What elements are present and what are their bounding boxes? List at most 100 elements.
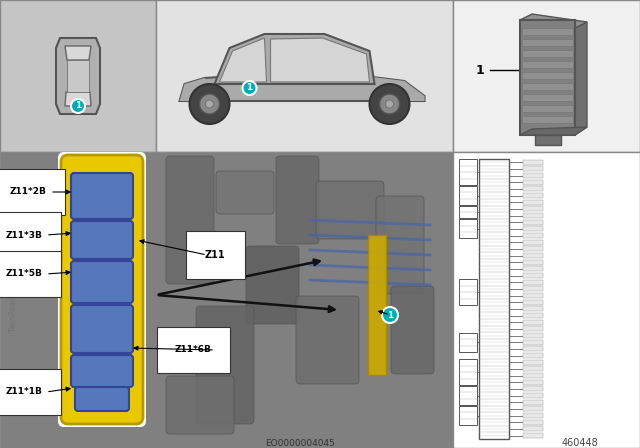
Bar — [523, 167, 543, 172]
Bar — [523, 300, 543, 305]
Text: Z11*3B: Z11*3B — [6, 231, 43, 240]
Bar — [459, 159, 477, 185]
Circle shape — [71, 99, 85, 113]
Bar — [459, 220, 477, 238]
Bar — [523, 267, 543, 271]
Bar — [523, 360, 543, 365]
Polygon shape — [575, 22, 587, 135]
Bar — [520, 20, 575, 135]
Bar — [523, 213, 543, 218]
Bar — [523, 200, 543, 205]
Bar — [523, 406, 543, 412]
Bar — [523, 380, 543, 385]
Bar — [523, 346, 543, 352]
Bar — [459, 406, 477, 425]
Bar — [523, 420, 543, 425]
Bar — [0, 0, 156, 152]
Bar — [523, 393, 543, 398]
Circle shape — [369, 84, 410, 124]
Bar — [523, 320, 543, 325]
Bar — [523, 260, 543, 265]
Polygon shape — [520, 127, 587, 135]
FancyBboxPatch shape — [376, 196, 424, 294]
Bar — [523, 207, 543, 211]
FancyBboxPatch shape — [58, 152, 146, 427]
Bar — [523, 387, 543, 392]
FancyBboxPatch shape — [71, 305, 133, 353]
Bar — [523, 313, 543, 318]
Bar — [522, 28, 573, 35]
FancyBboxPatch shape — [71, 173, 133, 219]
Bar — [523, 180, 543, 185]
Circle shape — [380, 94, 399, 114]
Text: EO0000004045: EO0000004045 — [265, 439, 335, 448]
Bar — [523, 340, 543, 345]
FancyBboxPatch shape — [316, 181, 384, 239]
Bar — [523, 353, 543, 358]
Polygon shape — [365, 76, 424, 101]
FancyBboxPatch shape — [166, 156, 214, 284]
FancyBboxPatch shape — [276, 156, 319, 244]
Text: TwinPower Turbo: TwinPower Turbo — [10, 268, 19, 332]
Bar — [523, 366, 543, 371]
Bar — [523, 287, 543, 292]
Bar — [523, 333, 543, 338]
Circle shape — [205, 100, 214, 108]
Bar — [459, 206, 477, 219]
FancyBboxPatch shape — [61, 155, 143, 424]
Bar — [523, 233, 543, 238]
Bar — [523, 220, 543, 225]
Bar — [523, 227, 543, 232]
Bar — [453, 152, 640, 448]
Bar — [523, 186, 543, 191]
Bar — [368, 235, 386, 375]
Circle shape — [189, 84, 230, 124]
Polygon shape — [67, 60, 89, 92]
Bar — [535, 135, 561, 145]
Bar — [523, 173, 543, 178]
Bar — [523, 253, 543, 258]
FancyBboxPatch shape — [71, 355, 133, 387]
Text: Z11*5B: Z11*5B — [6, 270, 43, 279]
Polygon shape — [56, 38, 100, 114]
Bar — [523, 400, 543, 405]
Text: 1: 1 — [387, 310, 393, 319]
Circle shape — [385, 100, 394, 108]
FancyBboxPatch shape — [71, 221, 133, 259]
Circle shape — [382, 307, 398, 323]
Bar — [453, 0, 640, 152]
Polygon shape — [179, 76, 424, 101]
Bar — [523, 240, 543, 245]
Bar — [523, 193, 543, 198]
FancyBboxPatch shape — [296, 296, 359, 384]
Bar — [523, 413, 543, 418]
Bar — [459, 280, 477, 305]
Text: 1: 1 — [75, 102, 81, 111]
Bar — [522, 105, 573, 112]
Bar — [522, 72, 573, 79]
Bar — [0, 152, 453, 448]
Polygon shape — [65, 92, 91, 106]
Bar — [522, 116, 573, 123]
Bar — [523, 293, 543, 298]
Bar — [459, 333, 477, 352]
FancyBboxPatch shape — [391, 286, 434, 374]
Bar — [479, 159, 509, 439]
Text: 1: 1 — [246, 83, 253, 92]
FancyBboxPatch shape — [75, 387, 129, 411]
FancyBboxPatch shape — [166, 376, 234, 434]
Bar — [459, 186, 477, 205]
Bar — [522, 83, 573, 90]
Bar — [523, 246, 543, 251]
Text: Z11*1B: Z11*1B — [6, 388, 43, 396]
FancyBboxPatch shape — [216, 171, 274, 214]
Polygon shape — [520, 14, 587, 28]
Bar — [522, 50, 573, 57]
Polygon shape — [271, 38, 369, 82]
Circle shape — [243, 81, 257, 95]
Bar — [523, 280, 543, 285]
Bar — [523, 426, 543, 431]
Text: 1: 1 — [476, 64, 484, 77]
Polygon shape — [214, 34, 374, 84]
Bar — [523, 160, 543, 165]
